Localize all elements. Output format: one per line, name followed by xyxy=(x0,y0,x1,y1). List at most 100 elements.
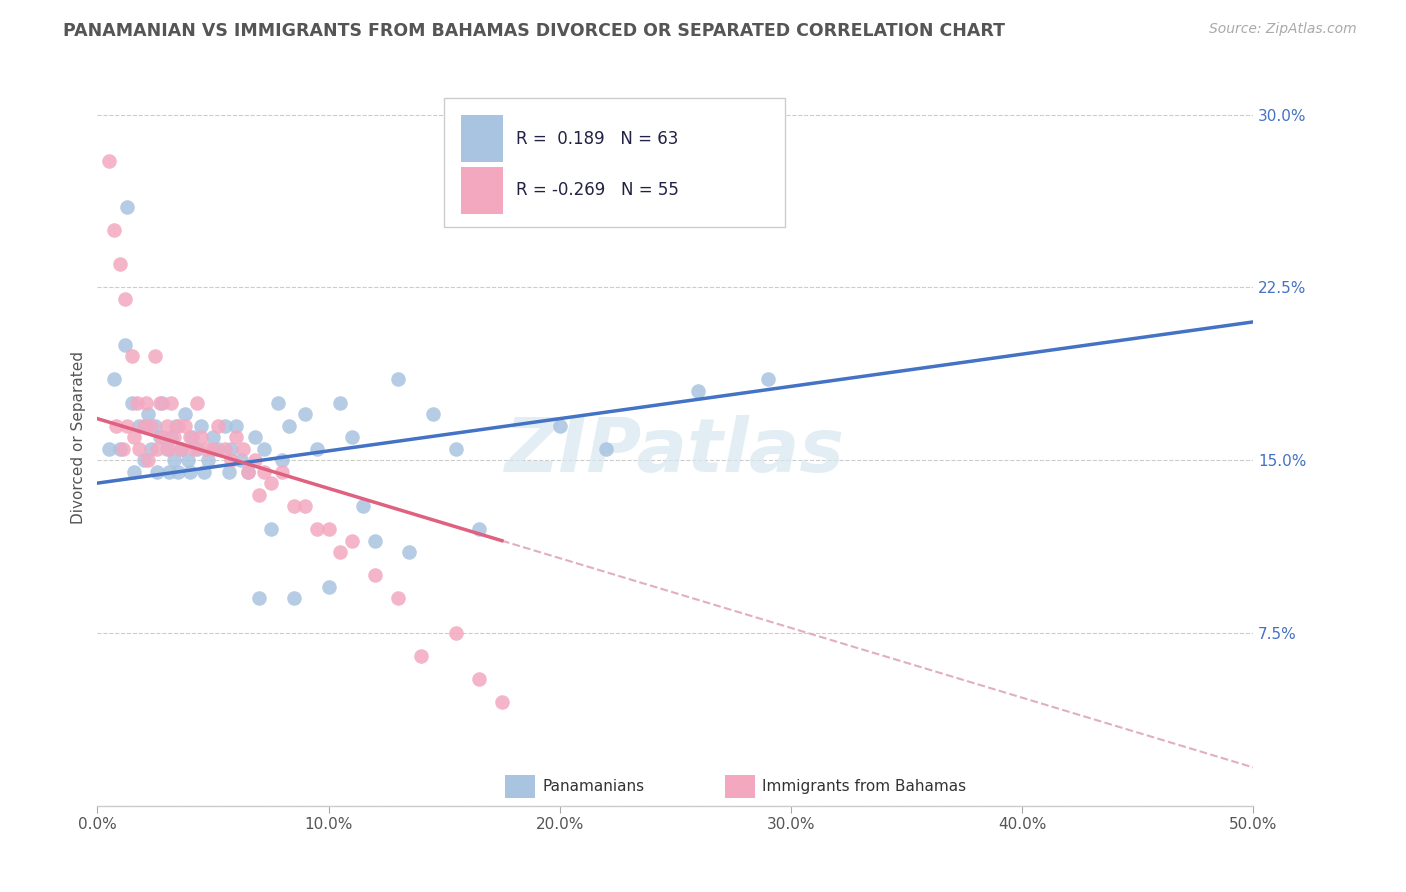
Point xyxy=(225,418,247,433)
Point xyxy=(201,442,224,456)
Point xyxy=(157,465,180,479)
Point xyxy=(271,465,294,479)
Point xyxy=(329,395,352,409)
Point xyxy=(398,545,420,559)
Point xyxy=(340,430,363,444)
Point xyxy=(150,395,173,409)
Point xyxy=(260,476,283,491)
Point xyxy=(139,442,162,456)
Point xyxy=(128,442,150,456)
Point xyxy=(169,442,191,456)
Point xyxy=(409,648,432,663)
Point xyxy=(207,418,229,433)
Point xyxy=(139,418,162,433)
Point xyxy=(221,453,243,467)
Point xyxy=(294,499,316,513)
Text: R = -0.269   N = 55: R = -0.269 N = 55 xyxy=(516,181,679,199)
Point xyxy=(190,430,212,444)
Point xyxy=(117,418,139,433)
Point xyxy=(103,372,125,386)
Point xyxy=(232,442,254,456)
Point xyxy=(218,465,240,479)
Point xyxy=(125,395,148,409)
Point xyxy=(156,442,179,456)
Point xyxy=(97,153,120,168)
Point xyxy=(176,453,198,467)
Point xyxy=(167,465,190,479)
Point xyxy=(318,522,340,536)
Point xyxy=(364,568,387,582)
Point xyxy=(214,418,236,433)
Point xyxy=(266,395,288,409)
Point xyxy=(128,418,150,433)
Point xyxy=(253,465,276,479)
Point xyxy=(146,442,169,456)
FancyBboxPatch shape xyxy=(505,774,536,798)
Point xyxy=(132,418,155,433)
Point xyxy=(364,533,387,548)
Point xyxy=(190,418,212,433)
Point xyxy=(179,430,201,444)
Point xyxy=(548,418,571,433)
FancyBboxPatch shape xyxy=(444,98,785,227)
Point xyxy=(165,418,187,433)
Point xyxy=(247,591,270,606)
FancyBboxPatch shape xyxy=(725,774,755,798)
Point xyxy=(201,430,224,444)
Point xyxy=(149,395,172,409)
Point xyxy=(110,257,132,271)
Point xyxy=(135,418,157,433)
Point xyxy=(595,442,617,456)
Point xyxy=(124,465,146,479)
FancyBboxPatch shape xyxy=(461,167,503,214)
Point xyxy=(135,395,157,409)
Point xyxy=(305,442,328,456)
Point xyxy=(229,453,252,467)
Point xyxy=(143,418,166,433)
Point xyxy=(114,338,136,352)
Point xyxy=(104,418,127,433)
Y-axis label: Divorced or Separated: Divorced or Separated xyxy=(72,351,86,524)
Text: ZIPatlas: ZIPatlas xyxy=(505,416,845,488)
Point xyxy=(318,580,340,594)
Point xyxy=(163,453,186,467)
Point xyxy=(340,533,363,548)
Point xyxy=(197,453,219,467)
Point xyxy=(247,488,270,502)
Point xyxy=(294,407,316,421)
Point xyxy=(305,522,328,536)
Point xyxy=(352,499,374,513)
Point xyxy=(225,430,247,444)
Point xyxy=(468,522,491,536)
Point xyxy=(174,418,197,433)
Point xyxy=(193,465,215,479)
Point xyxy=(163,430,186,444)
Point xyxy=(688,384,710,398)
FancyBboxPatch shape xyxy=(461,115,503,162)
Point xyxy=(156,418,179,433)
Point xyxy=(167,418,190,433)
Point xyxy=(143,350,166,364)
Point xyxy=(103,223,125,237)
Text: Source: ZipAtlas.com: Source: ZipAtlas.com xyxy=(1209,22,1357,37)
Point xyxy=(387,372,409,386)
Point xyxy=(179,465,201,479)
Point xyxy=(236,465,259,479)
Point xyxy=(149,430,172,444)
Point xyxy=(329,545,352,559)
Point xyxy=(136,453,159,467)
Point xyxy=(181,430,204,444)
Point xyxy=(214,442,236,456)
Point xyxy=(121,395,143,409)
Point xyxy=(221,442,243,456)
Point xyxy=(468,672,491,686)
Point xyxy=(253,442,276,456)
Point xyxy=(160,430,183,444)
Point xyxy=(111,442,134,456)
Point xyxy=(195,442,218,456)
Point xyxy=(444,442,467,456)
Point xyxy=(243,453,266,467)
Text: PANAMANIAN VS IMMIGRANTS FROM BAHAMAS DIVORCED OR SEPARATED CORRELATION CHART: PANAMANIAN VS IMMIGRANTS FROM BAHAMAS DI… xyxy=(63,22,1005,40)
Point xyxy=(422,407,444,421)
Point xyxy=(283,591,305,606)
